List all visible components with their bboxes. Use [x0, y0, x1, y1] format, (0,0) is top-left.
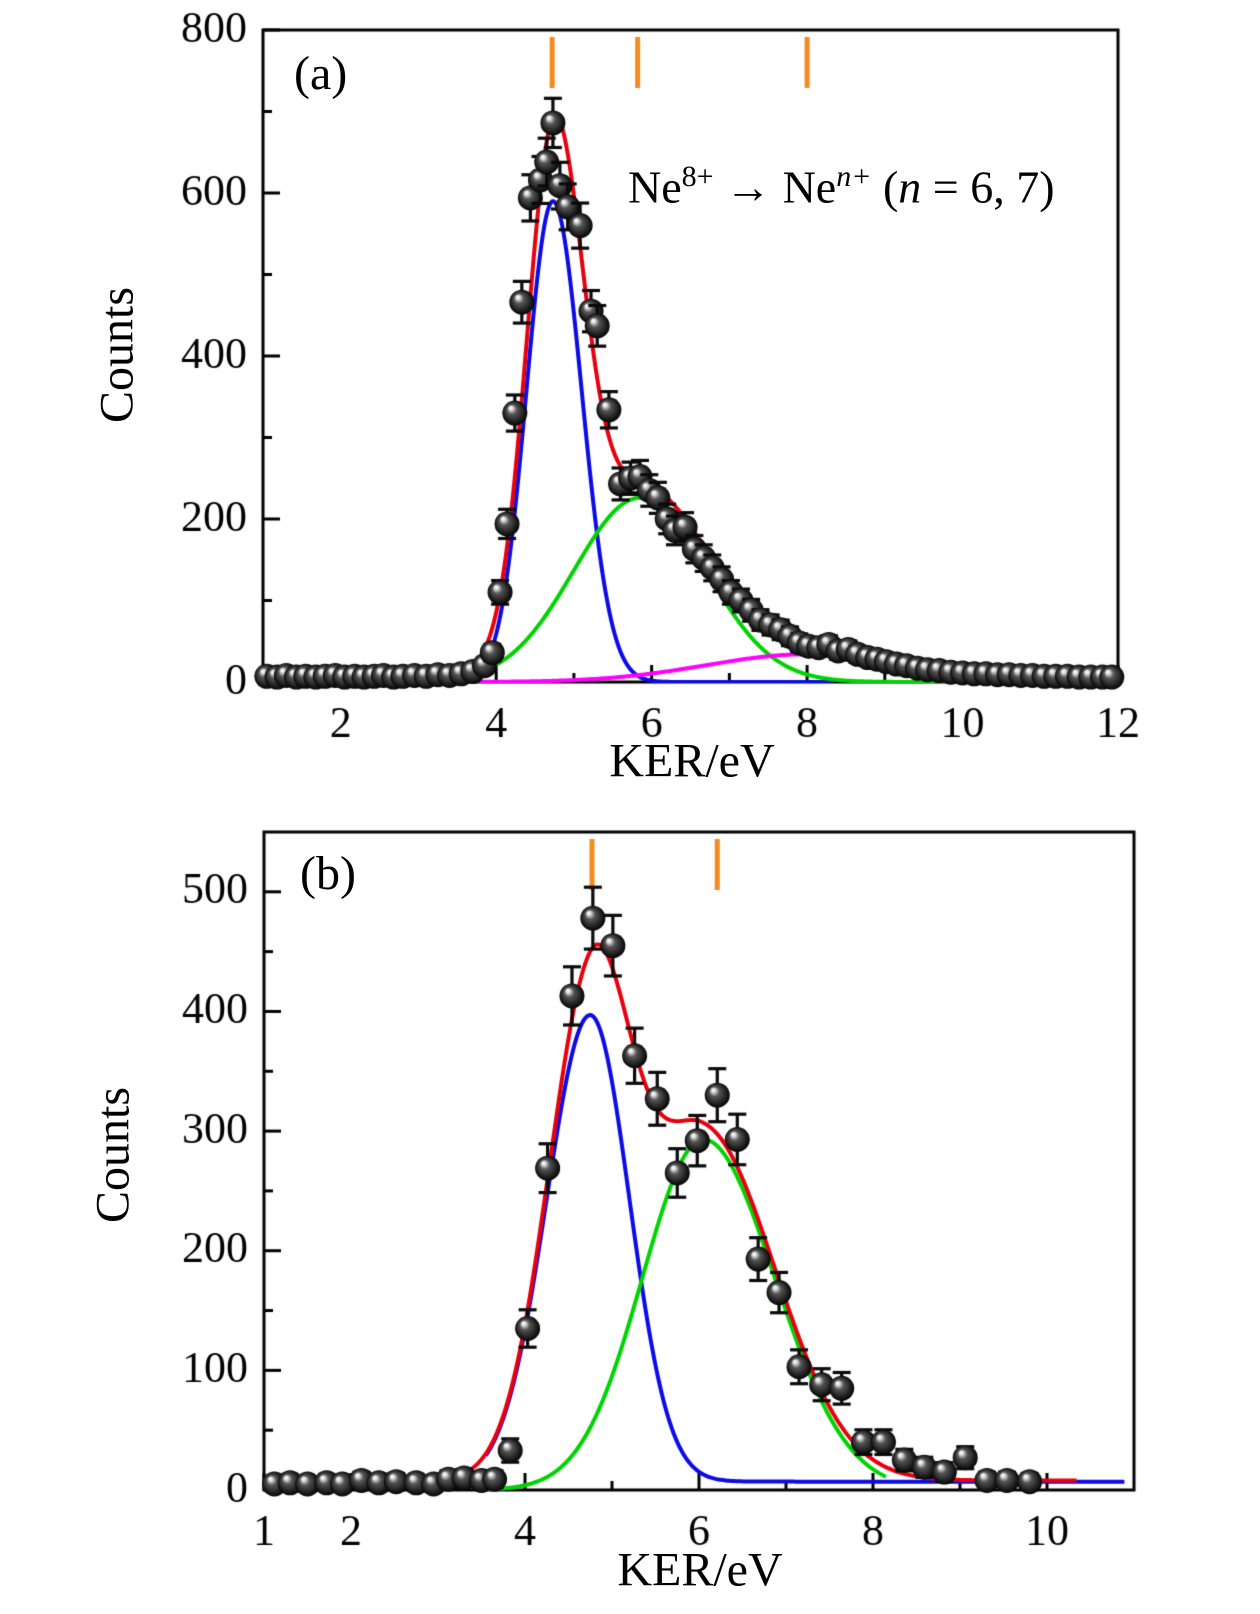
x-axis-label-a: KER/eV [609, 734, 775, 788]
reaction-annotation: Ne8+ → Nen+ (n = 6, 7) [628, 160, 1055, 213]
annotation-base1: Ne [628, 161, 682, 213]
annotation-rest: = 6, 7) [921, 161, 1055, 213]
annotation-sup2: n+ [836, 160, 872, 193]
annotation-open: ( [871, 161, 899, 213]
y-axis-label-b: Counts [86, 1086, 140, 1224]
y-axis-label-a: Counts [90, 286, 144, 424]
panel-a-label: (a) [294, 47, 348, 100]
annotation-base2: Ne [782, 161, 837, 213]
panel-b-label: (b) [300, 847, 356, 900]
annotation-nvar: n [898, 161, 922, 213]
annotation-arrow: → [713, 161, 783, 213]
x-axis-label-b: KER/eV [617, 1543, 783, 1597]
annotation-sup1: 8+ [681, 160, 714, 193]
